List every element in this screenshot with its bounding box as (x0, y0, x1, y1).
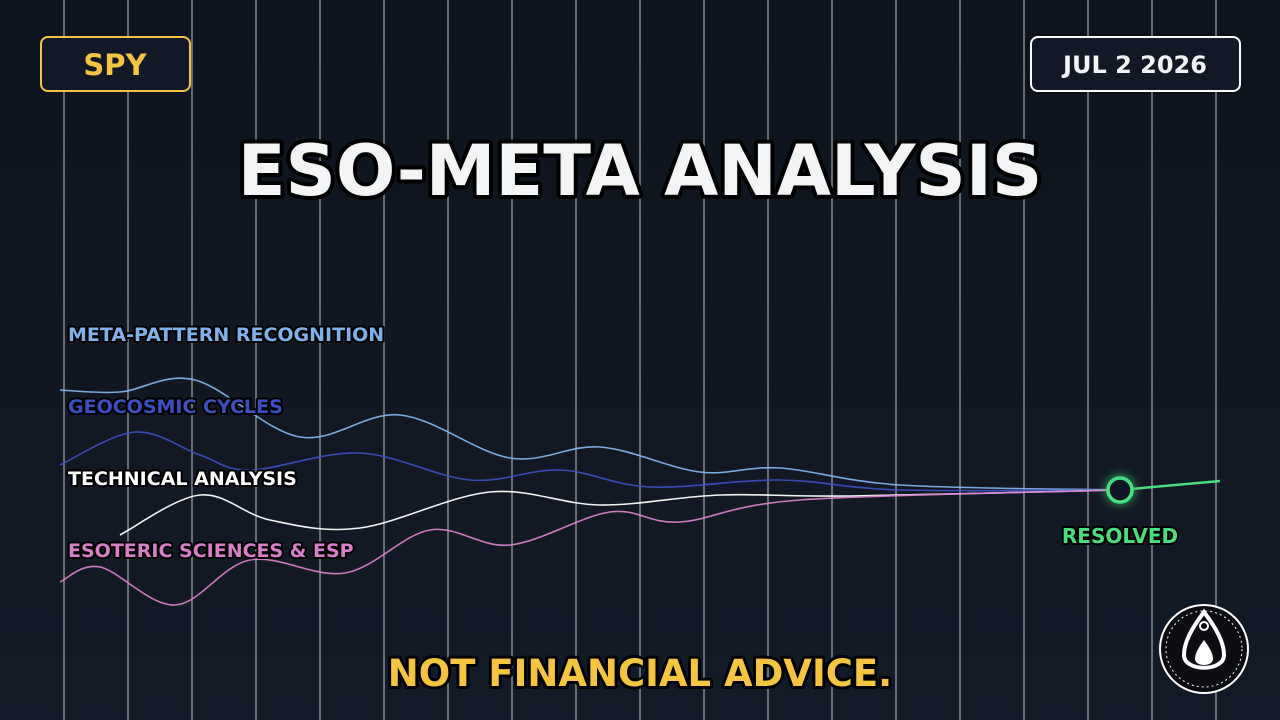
stream-wave (59, 431, 1121, 492)
stream-label: TECHNICAL ANALYSIS (68, 468, 297, 490)
date: JUL 2 2026 (1061, 51, 1207, 79)
logo (1159, 604, 1249, 694)
stream-wave (119, 489, 1121, 536)
resolved-line (1119, 479, 1221, 492)
ticker-badge (40, 36, 191, 92)
stream-label: META-PATTERN RECOGNITION (68, 324, 384, 346)
ticker: SPY (83, 48, 147, 82)
stream-label: GEOCOSMIC CYCLES (68, 396, 283, 418)
streams (59, 377, 1121, 606)
stream-label: ESOTERIC SCIENCES & ESP (68, 540, 354, 562)
disclaimer: NOT FINANCIAL ADVICE. (388, 652, 892, 695)
date-badge (1030, 36, 1241, 92)
stream-wave (59, 377, 1121, 491)
title: ESO-META ANALYSIS (238, 130, 1043, 212)
resolved-node (1106, 476, 1134, 504)
stream-wave (59, 489, 1121, 606)
grid-lines (63, 0, 1217, 720)
resolved-label: RESOLVED (1062, 524, 1178, 548)
